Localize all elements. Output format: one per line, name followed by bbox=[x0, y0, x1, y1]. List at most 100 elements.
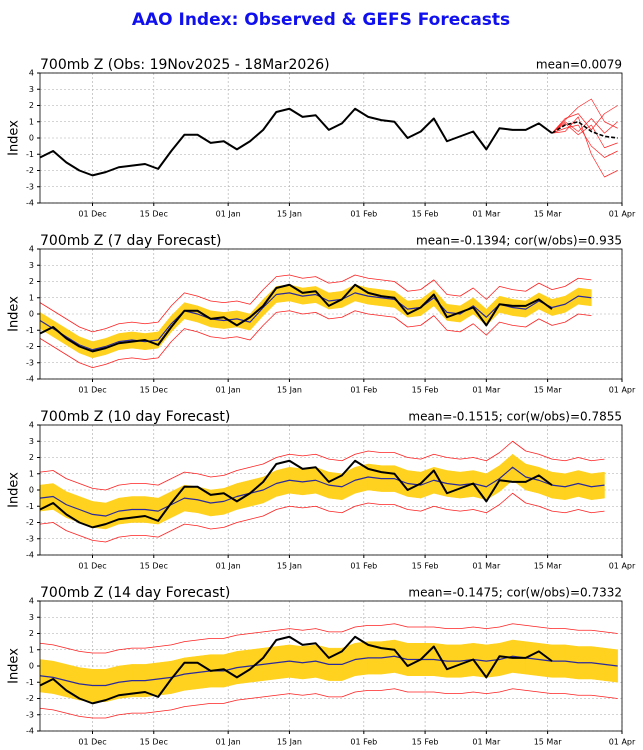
y-tick-label: 2 bbox=[29, 101, 34, 110]
y-tick-label: -2 bbox=[26, 342, 34, 351]
y-tick-label: -1 bbox=[26, 502, 34, 511]
x-tick-label: 15 Jan bbox=[277, 386, 302, 395]
y-tick-label: -4 bbox=[26, 375, 34, 384]
y-tick-label: -1 bbox=[26, 678, 34, 687]
x-tick-label: 01 Jan bbox=[216, 738, 241, 747]
x-tick-label: 15 Mar bbox=[534, 738, 563, 747]
series-line bbox=[39, 466, 605, 517]
y-tick-label: 0 bbox=[29, 486, 34, 495]
x-tick-label: 01 Mar bbox=[472, 386, 501, 395]
series-line bbox=[39, 283, 553, 353]
x-tick-label: 15 Feb bbox=[412, 562, 439, 571]
y-tick-label: 4 bbox=[29, 597, 34, 606]
series-line bbox=[551, 98, 618, 134]
panel-stats: mean=-0.1515; cor(w/obs)=0.7855 bbox=[408, 410, 622, 424]
y-tick-label: -4 bbox=[26, 727, 34, 736]
y-tick-label: 4 bbox=[29, 245, 34, 254]
y-tick-label: -3 bbox=[26, 182, 34, 191]
y-tick-label: 1 bbox=[29, 293, 34, 302]
y-tick-label: 1 bbox=[29, 469, 34, 478]
series-line bbox=[39, 623, 618, 654]
x-tick-label: 01 Jan bbox=[216, 210, 241, 219]
panel-title: 700mb Z (10 day Forecast) bbox=[40, 409, 230, 425]
x-tick-label: 15 Dec bbox=[140, 386, 168, 395]
x-tick-label: 01 Mar bbox=[472, 210, 501, 219]
series-line bbox=[39, 635, 553, 705]
x-tick-label: 01 Mar bbox=[472, 562, 501, 571]
y-tick-label: 3 bbox=[29, 613, 34, 622]
y-axis-label: Index bbox=[7, 648, 22, 684]
series-line bbox=[39, 107, 553, 177]
plot-frame bbox=[39, 248, 623, 380]
series-line bbox=[39, 440, 605, 491]
x-tick-label: 15 Mar bbox=[534, 562, 563, 571]
y-tick-label: 0 bbox=[29, 310, 34, 319]
series-line bbox=[39, 688, 618, 719]
x-tick-label: 15 Feb bbox=[412, 210, 439, 219]
series-line bbox=[551, 105, 618, 134]
y-tick-label: -3 bbox=[26, 710, 34, 719]
x-tick-label: 15 Mar bbox=[534, 210, 563, 219]
y-tick-label: 0 bbox=[29, 662, 34, 671]
y-tick-label: -2 bbox=[26, 166, 34, 175]
x-tick-label: 01 Dec bbox=[78, 210, 106, 219]
panel-title: 700mb Z (Obs: 19Nov2025 - 18Mar2026) bbox=[40, 57, 330, 73]
y-tick-label: 1 bbox=[29, 117, 34, 126]
y-tick-label: -3 bbox=[26, 534, 34, 543]
panel-stats: mean=-0.1394; cor(w/obs)=0.935 bbox=[416, 234, 622, 248]
y-tick-label: -3 bbox=[26, 358, 34, 367]
x-tick-label: 01 Apr bbox=[609, 562, 636, 571]
plot-frame bbox=[39, 424, 623, 556]
y-axis-label: Index bbox=[7, 472, 22, 508]
x-tick-label: 15 Dec bbox=[140, 738, 168, 747]
x-tick-label: 01 Apr bbox=[609, 210, 636, 219]
y-tick-label: 2 bbox=[29, 277, 34, 286]
y-tick-label: -1 bbox=[26, 150, 34, 159]
plot-frame bbox=[39, 600, 623, 732]
series-line bbox=[39, 459, 553, 529]
x-tick-label: 15 Mar bbox=[534, 386, 563, 395]
x-tick-label: 01 Feb bbox=[350, 386, 377, 395]
y-tick-label: 3 bbox=[29, 437, 34, 446]
x-tick-label: 15 Feb bbox=[412, 738, 439, 747]
x-tick-label: 01 Dec bbox=[78, 386, 106, 395]
panel-title: 700mb Z (14 day Forecast) bbox=[40, 585, 230, 601]
x-tick-label: 01 Feb bbox=[350, 738, 377, 747]
panel-stats: mean=0.0079 bbox=[536, 58, 622, 72]
y-tick-label: -2 bbox=[26, 694, 34, 703]
x-tick-label: 01 Apr bbox=[609, 738, 636, 747]
y-tick-label: 3 bbox=[29, 261, 34, 270]
y-tick-label: 3 bbox=[29, 85, 34, 94]
x-tick-label: 15 Jan bbox=[277, 210, 302, 219]
x-tick-label: 01 Dec bbox=[78, 562, 106, 571]
x-tick-label: 01 Jan bbox=[216, 386, 241, 395]
x-tick-label: 15 Feb bbox=[412, 386, 439, 395]
y-axis-label: Index bbox=[7, 120, 22, 156]
y-tick-label: -1 bbox=[26, 326, 34, 335]
y-tick-label: -4 bbox=[26, 199, 34, 208]
page-title: AAO Index: Observed & GEFS Forecasts bbox=[132, 10, 510, 30]
series-line bbox=[39, 310, 592, 369]
x-tick-label: 15 Jan bbox=[277, 562, 302, 571]
y-tick-label: 1 bbox=[29, 645, 34, 654]
y-tick-label: 2 bbox=[29, 629, 34, 638]
series-line bbox=[551, 116, 618, 178]
series-line bbox=[551, 123, 618, 149]
y-tick-label: 4 bbox=[29, 69, 34, 78]
x-tick-label: 01 Feb bbox=[350, 210, 377, 219]
x-tick-label: 15 Dec bbox=[140, 562, 168, 571]
y-tick-label: -2 bbox=[26, 518, 34, 527]
series-line bbox=[551, 120, 618, 139]
y-tick-label: 2 bbox=[29, 453, 34, 462]
y-tick-label: 4 bbox=[29, 421, 34, 430]
x-tick-label: 01 Dec bbox=[78, 738, 106, 747]
series-line bbox=[39, 274, 592, 333]
y-tick-label: 0 bbox=[29, 134, 34, 143]
panel-stats: mean=-0.1475; cor(w/obs)=0.7332 bbox=[408, 586, 622, 600]
x-tick-label: 15 Dec bbox=[140, 210, 168, 219]
plot-frame bbox=[39, 72, 623, 204]
y-tick-label: -4 bbox=[26, 551, 34, 560]
series-line bbox=[551, 118, 618, 134]
x-tick-label: 01 Apr bbox=[609, 386, 636, 395]
